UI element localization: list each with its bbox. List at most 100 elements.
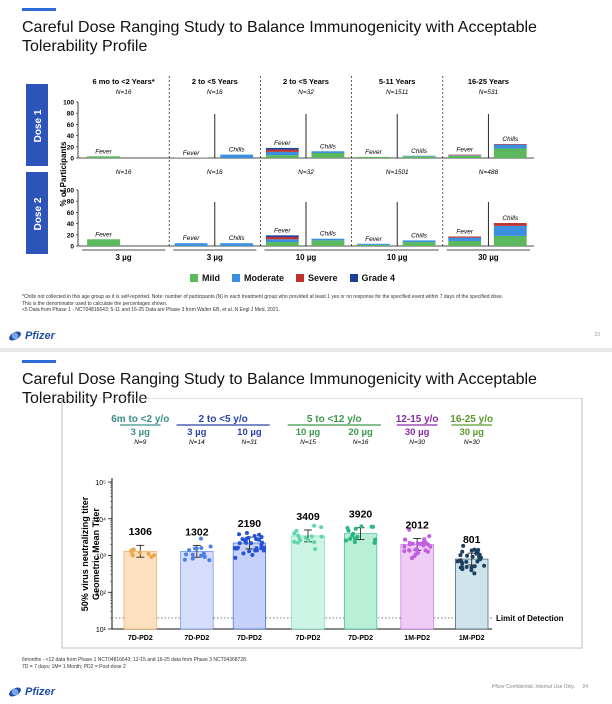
data-point — [373, 537, 378, 542]
gmt-value-label: 2190 — [238, 518, 262, 530]
data-point — [297, 536, 302, 541]
gmt-value-label: 3920 — [349, 509, 373, 521]
data-point — [348, 536, 353, 541]
data-point — [472, 571, 477, 576]
legend-label-moderate: Moderate — [244, 273, 285, 283]
data-point — [353, 526, 358, 531]
visit-label: 1M-PD2 — [404, 635, 430, 642]
bar-segment-mild — [87, 239, 120, 246]
gmt-value-label: 3409 — [296, 511, 320, 523]
bar-segment-grade4 — [265, 147, 299, 150]
bar-segment-moderate — [402, 155, 436, 157]
data-point — [464, 565, 469, 570]
footnote-3: <5 Data from Phase 1 - NCT04816643; 5-11… — [22, 307, 280, 313]
age-group-label: 16-25 y/o — [450, 414, 493, 425]
footnotes: *Chills not collected in this age group … — [22, 294, 582, 314]
bar-category-label: Fever — [456, 228, 473, 235]
bar-category-label: Chills — [229, 147, 246, 154]
data-point — [198, 536, 203, 541]
bar-segment-moderate — [311, 151, 345, 153]
y-tick-label: 40 — [67, 221, 75, 228]
bar-segment-severe — [448, 236, 482, 238]
data-point — [309, 534, 314, 539]
age-group-label: 2 to <5 y/o — [199, 414, 248, 425]
gmt-bar — [291, 535, 325, 630]
group-n-dose1: N=16 — [207, 89, 223, 96]
n-label: N=14 — [189, 439, 205, 446]
slide-number: 24 — [582, 684, 588, 690]
bar-segment-moderate — [493, 225, 527, 236]
data-point — [190, 556, 195, 561]
bar-segment-mild — [357, 244, 390, 246]
dose-label: 30 µg — [478, 253, 499, 262]
gmt-bar — [123, 550, 157, 630]
data-point — [460, 561, 465, 566]
row-label-text: Dose 2 — [33, 197, 44, 230]
bar-segment-moderate — [265, 239, 299, 243]
bar-category-label: Fever — [95, 148, 112, 155]
data-point — [464, 559, 469, 564]
group-header: 16-25 Years — [468, 77, 509, 86]
footnote-1: 6months - <12 data from Phase 1 NCT04816… — [22, 657, 248, 663]
group-n-dose2: N=16 — [116, 169, 132, 176]
data-point — [249, 541, 254, 546]
data-point — [352, 536, 357, 541]
n-label: N=30 — [464, 439, 480, 446]
row-label-dose-1: Dose 1 — [26, 84, 48, 166]
data-point — [296, 540, 301, 545]
data-point — [257, 532, 262, 537]
data-point — [261, 548, 266, 553]
age-group-label: 12-15 y/o — [396, 414, 439, 425]
y-tick-label: 10³ — [96, 554, 107, 561]
bar-segment-mild — [493, 148, 527, 158]
data-point — [190, 552, 195, 557]
data-point — [407, 541, 412, 546]
bar-segment-moderate — [174, 243, 208, 246]
data-point — [482, 563, 487, 568]
data-point — [475, 550, 480, 555]
data-point — [259, 542, 264, 547]
bar-segment-severe — [493, 223, 527, 226]
bar-segment-moderate — [402, 240, 436, 243]
title-accent-bar — [22, 8, 56, 11]
visit-label: 7D-PD2 — [128, 635, 153, 642]
data-point — [417, 541, 422, 546]
y-tick-label: 40 — [67, 133, 75, 140]
data-point — [253, 536, 258, 541]
data-point — [244, 537, 249, 542]
bar-category-label: Chills — [411, 232, 428, 239]
data-point — [346, 528, 351, 533]
bar-category-label: Chills — [320, 143, 337, 150]
data-point — [469, 548, 474, 553]
data-point — [312, 540, 317, 545]
data-point — [359, 524, 364, 529]
data-point — [460, 549, 465, 554]
legend-swatch-severe — [296, 274, 305, 282]
data-point — [413, 552, 418, 557]
gmt-value-label: 801 — [463, 534, 481, 546]
dose-label: 3 µg — [187, 427, 206, 438]
data-point — [259, 546, 264, 551]
group-header: 2 to <5 Years — [192, 77, 238, 86]
bar-group: 10 µgN=31 2190 7D-PD2 — [232, 427, 267, 642]
data-point — [233, 555, 238, 560]
data-point — [237, 541, 242, 546]
dose-label: 20 µg — [348, 427, 373, 438]
bar-segment-mild — [357, 156, 390, 158]
pfizer-logo: Pfizer — [8, 330, 55, 342]
chart-frame — [61, 398, 583, 649]
data-point — [193, 546, 198, 551]
bar-group: 30 µgN=30 801 1M-PD2 — [455, 427, 489, 642]
data-point — [319, 534, 324, 539]
data-point — [350, 533, 355, 538]
footnote-2: This is the denominator used to calculat… — [22, 300, 168, 307]
data-point — [241, 551, 246, 556]
row-label-text: Dose 1 — [33, 109, 44, 142]
bar-segment-mild — [311, 240, 345, 246]
dose-label: 3 µg — [131, 427, 150, 438]
n-label: N=31 — [242, 439, 258, 446]
confidential-text: Pfizer Confidential. Internal Use Only. — [492, 684, 576, 690]
data-point — [352, 540, 357, 545]
group-n-dose2: N=16 — [207, 169, 223, 176]
data-point — [475, 559, 480, 564]
